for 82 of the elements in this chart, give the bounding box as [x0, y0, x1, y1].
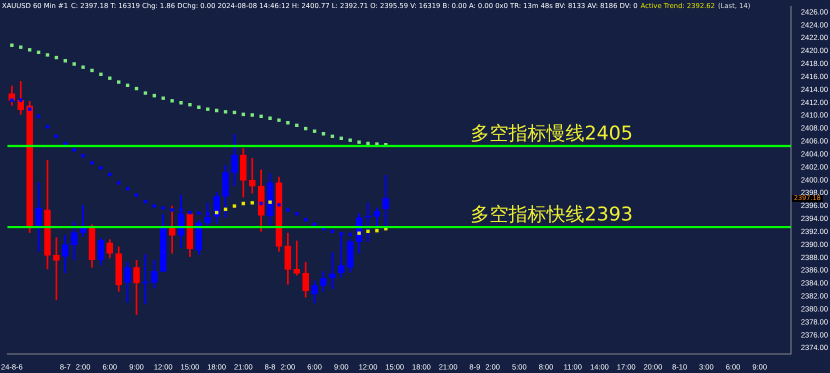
point: [340, 232, 343, 236]
point: [54, 134, 58, 138]
point: [19, 45, 22, 49]
point: [54, 56, 58, 60]
point: [357, 232, 361, 235]
point: [188, 210, 192, 214]
point: [206, 212, 210, 216]
point: [64, 142, 67, 146]
point: [242, 202, 246, 206]
point: [126, 186, 130, 190]
point: [162, 206, 165, 210]
point: [242, 112, 246, 116]
point: [366, 230, 370, 233]
point: [197, 106, 201, 109]
point: [36, 114, 40, 118]
point: [295, 212, 298, 216]
point: [36, 50, 40, 54]
point: [10, 98, 14, 102]
point: [197, 211, 201, 215]
point: [126, 84, 130, 88]
point: [277, 118, 281, 122]
point: [312, 222, 316, 226]
point: [117, 181, 120, 185]
point: [99, 72, 103, 76]
point: [162, 96, 165, 100]
point: [286, 208, 290, 212]
point: [108, 172, 112, 176]
point: [250, 113, 254, 117]
point: [295, 124, 298, 128]
point: [268, 116, 272, 120]
ref-line-label: 多空指标慢线2405: [470, 122, 633, 144]
point: [304, 126, 308, 130]
point: [330, 230, 334, 233]
point: [188, 102, 192, 106]
point: [170, 99, 174, 103]
point: [108, 76, 112, 80]
point: [357, 140, 361, 144]
point: [322, 132, 326, 136]
point: [81, 154, 85, 158]
point: [366, 142, 370, 146]
point: [170, 208, 174, 212]
point: [312, 129, 316, 133]
point: [224, 110, 228, 114]
point: [348, 138, 352, 142]
point: [340, 136, 343, 140]
point: [10, 44, 14, 47]
point: [72, 62, 76, 66]
point: [19, 98, 22, 102]
point: [152, 94, 156, 98]
point: [144, 91, 148, 95]
ref-line-label: 多空指标快线2393: [470, 204, 633, 226]
point: [259, 114, 263, 118]
point: [152, 204, 156, 208]
point: [179, 101, 183, 104]
point: [232, 204, 236, 208]
point: [304, 218, 308, 222]
point: [224, 208, 228, 212]
point: [268, 200, 272, 204]
point: [277, 203, 281, 206]
point: [375, 228, 379, 232]
point: [64, 59, 67, 62]
point: [232, 110, 236, 114]
point: [214, 108, 218, 112]
point: [259, 202, 263, 206]
point: [99, 166, 103, 170]
point: [206, 108, 210, 111]
point: [250, 201, 254, 205]
point: [90, 68, 94, 72]
point: [330, 134, 334, 138]
point: [144, 200, 148, 204]
point: [28, 108, 32, 111]
point: [46, 53, 50, 57]
point: [28, 48, 32, 52]
point: [46, 124, 50, 128]
point: [72, 148, 76, 152]
point: [214, 210, 218, 214]
point: [134, 193, 138, 197]
point: [117, 80, 120, 84]
point: [286, 121, 290, 124]
point: [90, 161, 94, 165]
point: [81, 66, 85, 69]
point: [348, 232, 352, 236]
